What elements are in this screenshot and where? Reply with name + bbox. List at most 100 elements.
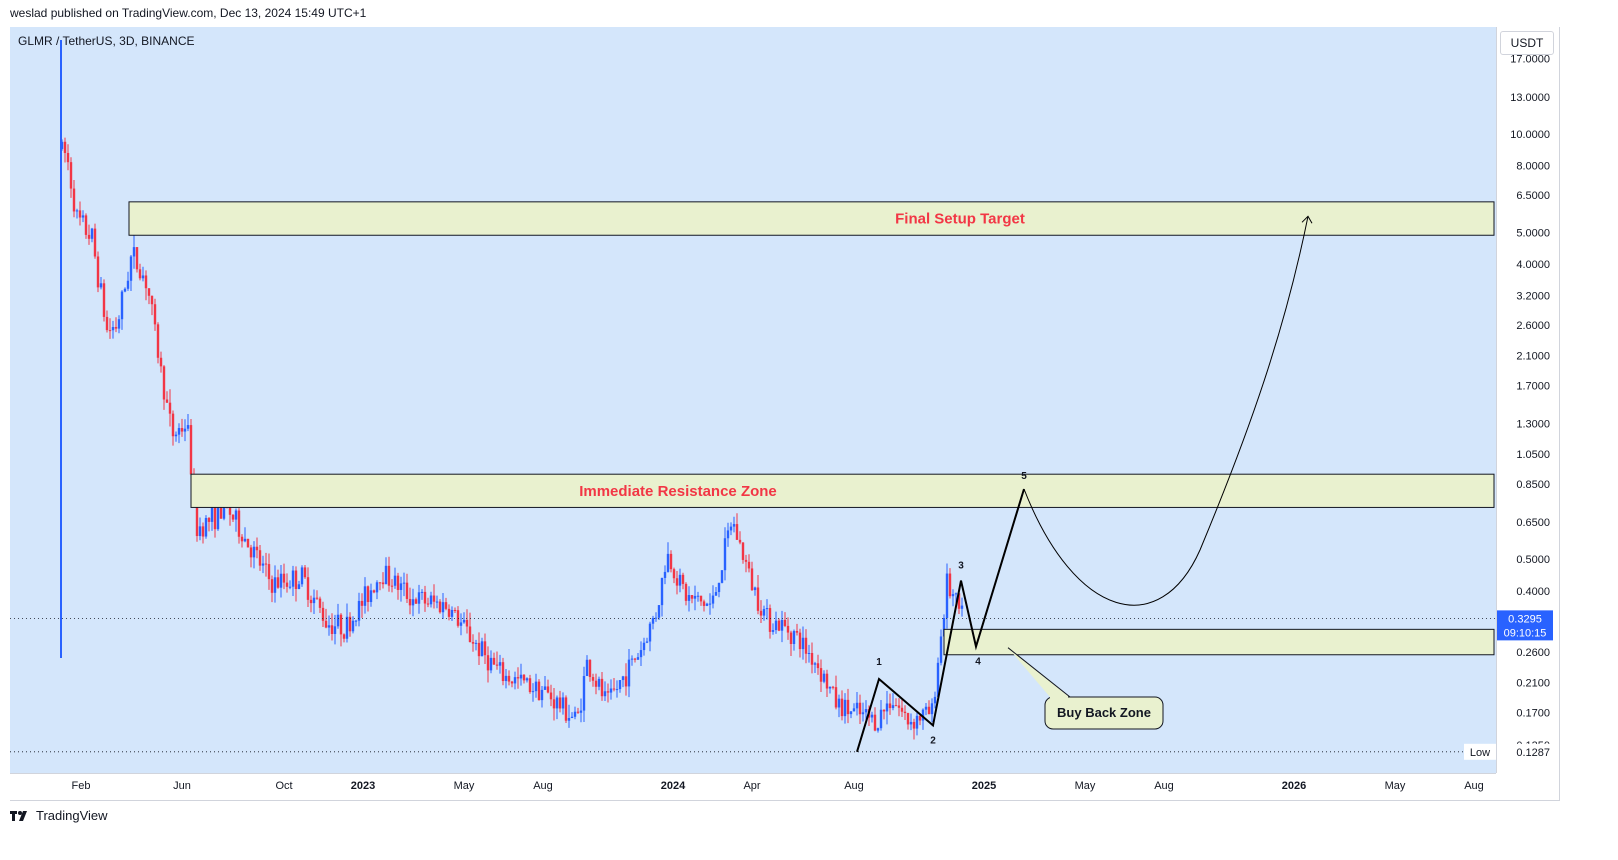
candle-body	[78, 210, 82, 218]
time-axis[interactable]	[10, 773, 1496, 800]
candle-body	[561, 697, 565, 709]
candle-body	[501, 662, 505, 682]
candle-body	[624, 676, 628, 687]
candle-body	[759, 610, 763, 616]
candle-body	[354, 620, 358, 622]
candle-body	[219, 503, 223, 519]
candle-body	[660, 577, 664, 606]
symbol-title: GLMR / TetherUS, 3D, BINANCE	[18, 34, 195, 48]
price-axis[interactable]	[1496, 27, 1559, 773]
candle-body	[852, 708, 856, 712]
candle-body	[693, 595, 697, 599]
candle-body	[636, 657, 640, 660]
candle-body	[300, 567, 304, 585]
candle-body	[333, 626, 337, 635]
brand-wordmark: TradingView	[36, 808, 108, 823]
candle-body	[135, 247, 139, 270]
candle-body	[171, 413, 175, 437]
candle-body	[384, 565, 388, 585]
candle-body	[270, 579, 274, 593]
currency-button[interactable]: USDT	[1500, 31, 1554, 55]
candle-body	[702, 601, 706, 606]
candle-body	[612, 688, 616, 690]
candle-body	[807, 652, 811, 654]
candle-body	[144, 275, 148, 289]
time-tick-label: Jun	[173, 780, 191, 792]
candle-body	[732, 524, 736, 527]
price-tick-label: 17.0000	[1510, 54, 1550, 66]
candle-body	[393, 575, 397, 586]
candle-body	[282, 573, 286, 583]
candle-body	[243, 538, 247, 542]
candle-body	[513, 677, 517, 684]
candle-body	[312, 597, 316, 604]
candle-body	[687, 595, 691, 601]
price-tick-label: 10.0000	[1510, 129, 1550, 141]
candle-body	[720, 570, 724, 583]
candle-body	[111, 327, 115, 331]
candle-body	[411, 599, 415, 606]
candle-body	[762, 609, 766, 616]
candle-body	[375, 582, 379, 593]
candle-body	[279, 573, 283, 588]
candle-body	[909, 721, 913, 725]
candle-body	[954, 593, 958, 595]
candle-body	[294, 570, 298, 590]
candle-body	[498, 662, 502, 666]
candle-body	[912, 721, 916, 729]
candle-body	[216, 503, 220, 530]
candle-body	[93, 228, 97, 257]
candle-body	[774, 620, 778, 631]
candle-body	[222, 498, 226, 519]
candle-body	[711, 595, 715, 604]
candle-body	[159, 357, 163, 367]
candle-body	[642, 642, 646, 651]
candle-body	[738, 539, 742, 543]
candle-body	[138, 269, 142, 279]
price-tick-label: 1.7000	[1516, 380, 1550, 392]
candle-body	[396, 575, 400, 590]
candle-body	[105, 316, 109, 331]
candle-body	[129, 256, 133, 281]
candle-body	[249, 547, 253, 558]
candle-body	[618, 680, 622, 690]
price-tick-label: 2.1000	[1516, 351, 1550, 363]
candle-body	[789, 632, 793, 644]
time-tick-label: Aug	[1464, 780, 1484, 792]
candle-body	[621, 676, 625, 681]
candle-body	[165, 399, 169, 403]
price-tick-label: 2.6000	[1516, 320, 1550, 332]
candle-body	[273, 577, 277, 593]
current-price-tag	[1497, 610, 1553, 641]
price-tick-label: 0.8500	[1516, 479, 1550, 491]
candle-body	[543, 686, 547, 690]
candle-body	[864, 709, 868, 713]
candle-body	[387, 565, 391, 586]
candle-body	[504, 675, 508, 682]
candle-body	[603, 691, 607, 697]
price-tick-label: 1.3000	[1516, 419, 1550, 431]
candle-body	[102, 283, 106, 317]
candle-body	[486, 655, 490, 671]
candle-body	[477, 642, 481, 657]
candle-body	[174, 434, 178, 437]
candle-body	[591, 677, 595, 681]
projection-arrowhead	[1301, 215, 1313, 224]
candle-body	[945, 573, 949, 618]
candle-body	[321, 607, 325, 621]
candle-body	[234, 510, 238, 520]
candle-body	[900, 707, 904, 712]
candle-body	[897, 705, 901, 708]
candle-body	[558, 697, 562, 709]
candle-body	[96, 256, 100, 288]
candles-group	[60, 40, 964, 740]
candle-body	[324, 620, 328, 628]
wave-label-2: 2	[930, 735, 936, 746]
candle-body	[573, 711, 577, 717]
candle-body	[633, 658, 637, 660]
candle-body	[345, 616, 349, 639]
candle-body	[750, 568, 754, 591]
candle-body	[849, 711, 853, 715]
candle-body	[855, 702, 859, 709]
tradingview-brand[interactable]: TradingView	[10, 808, 108, 823]
